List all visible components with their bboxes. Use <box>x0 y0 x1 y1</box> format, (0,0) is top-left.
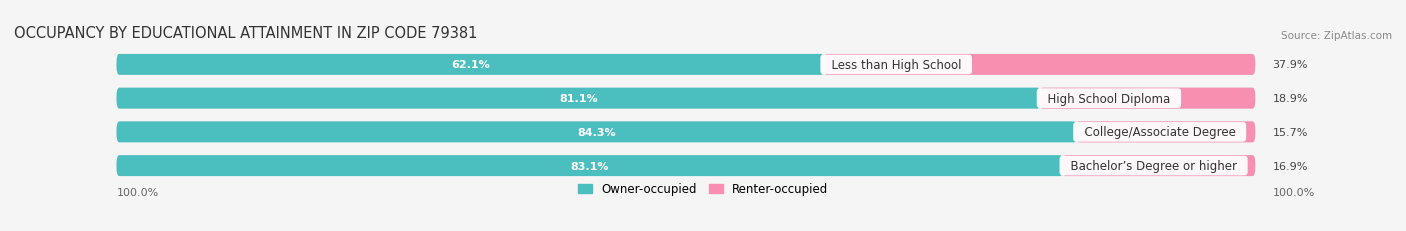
Text: 18.9%: 18.9% <box>1272 94 1308 104</box>
Text: 62.1%: 62.1% <box>451 60 489 70</box>
Text: 15.7%: 15.7% <box>1272 127 1308 137</box>
Text: High School Diploma: High School Diploma <box>1040 92 1178 105</box>
Text: College/Associate Degree: College/Associate Degree <box>1077 126 1243 139</box>
FancyBboxPatch shape <box>117 55 824 76</box>
FancyBboxPatch shape <box>1077 122 1256 143</box>
Text: 37.9%: 37.9% <box>1272 60 1308 70</box>
Text: 16.9%: 16.9% <box>1272 161 1308 171</box>
Text: 83.1%: 83.1% <box>571 161 609 171</box>
FancyBboxPatch shape <box>117 155 1063 176</box>
Text: 81.1%: 81.1% <box>560 94 598 104</box>
FancyBboxPatch shape <box>117 155 1256 176</box>
FancyBboxPatch shape <box>117 88 1256 109</box>
Text: Bachelor’s Degree or higher: Bachelor’s Degree or higher <box>1063 159 1244 172</box>
Text: Source: ZipAtlas.com: Source: ZipAtlas.com <box>1281 31 1392 41</box>
Text: Less than High School: Less than High School <box>824 59 969 72</box>
FancyBboxPatch shape <box>824 55 1256 76</box>
Text: 100.0%: 100.0% <box>117 187 159 197</box>
FancyBboxPatch shape <box>1063 155 1256 176</box>
FancyBboxPatch shape <box>117 88 1040 109</box>
FancyBboxPatch shape <box>117 55 1256 76</box>
FancyBboxPatch shape <box>117 122 1077 143</box>
FancyBboxPatch shape <box>1040 88 1256 109</box>
Text: 84.3%: 84.3% <box>578 127 616 137</box>
FancyBboxPatch shape <box>117 122 1256 143</box>
Legend: Owner-occupied, Renter-occupied: Owner-occupied, Renter-occupied <box>578 182 828 195</box>
Text: OCCUPANCY BY EDUCATIONAL ATTAINMENT IN ZIP CODE 79381: OCCUPANCY BY EDUCATIONAL ATTAINMENT IN Z… <box>14 26 478 41</box>
Text: 100.0%: 100.0% <box>1272 187 1315 197</box>
